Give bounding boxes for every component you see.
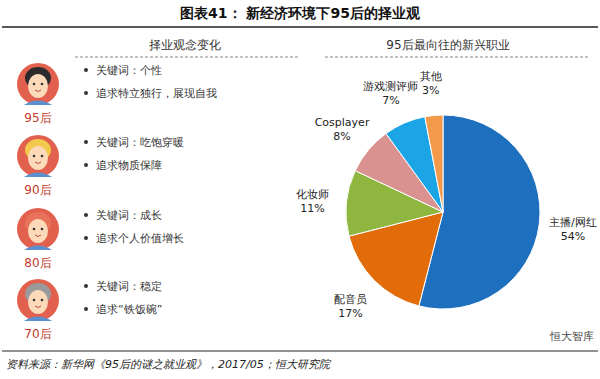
- item-text: 关键词：吃饱穿暖: [96, 136, 184, 149]
- avatar-mouth: [35, 90, 41, 92]
- bullet: [84, 68, 88, 72]
- footer-rule: [2, 351, 598, 352]
- avatar-eye: [33, 155, 36, 158]
- data-label: 7%: [382, 94, 399, 107]
- avatar-eye: [33, 228, 36, 231]
- avatar-shoulders: [24, 317, 52, 322]
- avatar-mouth: [35, 235, 41, 237]
- item-text: 追求个人价值增长: [96, 232, 184, 245]
- item-text: 追求特立独行，展现自我: [96, 87, 217, 100]
- pie-slice: [425, 115, 443, 212]
- avatar-face: [28, 74, 48, 98]
- avatar-eye: [33, 83, 36, 86]
- avatar-bg: [17, 135, 59, 177]
- avatar-mouth: [35, 162, 41, 164]
- slice-category: 化妆师: [296, 188, 329, 201]
- avatar-face: [28, 290, 48, 314]
- data-label: 54%: [561, 230, 585, 243]
- page: 图表41： 新经济环境下95后的择业观择业观念变化 95后 关键词：个性追求特立独行…: [0, 0, 600, 379]
- generation-label: 90后: [24, 183, 51, 197]
- generation-label: 95后: [24, 111, 51, 125]
- avatar-shoulders: [24, 173, 52, 178]
- bullet: [84, 284, 88, 288]
- panel-rule: [325, 57, 590, 58]
- avatar: [17, 135, 59, 177]
- bullet: [84, 91, 88, 95]
- item-text: 追求物质保障: [96, 159, 162, 172]
- item-text: 关键词：个性: [96, 64, 162, 77]
- slice-category: Cosplayer: [315, 116, 370, 129]
- avatar: [17, 279, 59, 321]
- source: 资料来源：新华网《95后的谜之就业观》，2017/05；恒大研究院: [6, 358, 332, 371]
- avatar-eye: [41, 155, 44, 158]
- item-text: 关键词：稳定: [96, 280, 162, 293]
- slice-category: 游戏测评师: [363, 80, 418, 93]
- generation-label: 80后: [24, 256, 51, 270]
- item-text: 追求“铁饭碗”: [96, 303, 162, 316]
- avatar-face: [28, 146, 48, 170]
- avatar-bg: [17, 279, 59, 321]
- panel-title: 择业观念变化: [149, 38, 221, 52]
- labels: 主播/网红54% 配音员17% 化妆师11% Cosplayer8% 游戏测评师7% 其他…: [296, 70, 597, 320]
- avatar: [17, 208, 59, 250]
- title: 图表41： 新经济环境下95后的择业观: [180, 5, 421, 21]
- bullet: [84, 213, 88, 217]
- avatar-eye: [41, 83, 44, 86]
- bullet: [84, 163, 88, 167]
- chart-title: 95后最向往的新兴职业: [386, 38, 509, 52]
- bullet: [84, 236, 88, 240]
- bullet: [84, 140, 88, 144]
- data-label: 17%: [338, 307, 362, 320]
- avatar-shoulders: [24, 101, 52, 106]
- slice-category: 主播/网红: [549, 216, 597, 229]
- slice-category: 其他: [420, 70, 442, 83]
- generation-label: 70后: [24, 327, 51, 341]
- panel-rule: [75, 57, 300, 58]
- watermark: 恒大智库: [549, 330, 594, 343]
- slice-category: 配音员: [334, 293, 367, 306]
- data-label: 11%: [300, 202, 324, 215]
- data-label: 3%: [422, 84, 439, 97]
- item-text: 关键词：成长: [96, 209, 162, 222]
- avatar-face: [28, 219, 48, 243]
- avatar-eye: [41, 228, 44, 231]
- bullet: [84, 307, 88, 311]
- data-label: 8%: [333, 130, 350, 143]
- avatar-eye: [33, 299, 36, 302]
- title-rule: [2, 26, 598, 28]
- avatar-bg: [17, 208, 59, 250]
- avatar: [17, 63, 59, 105]
- avatar-eye: [41, 299, 44, 302]
- avatar-shoulders: [24, 246, 52, 251]
- avatar-bg: [17, 63, 59, 105]
- avatar-mouth: [35, 306, 41, 308]
- slices: [346, 115, 540, 309]
